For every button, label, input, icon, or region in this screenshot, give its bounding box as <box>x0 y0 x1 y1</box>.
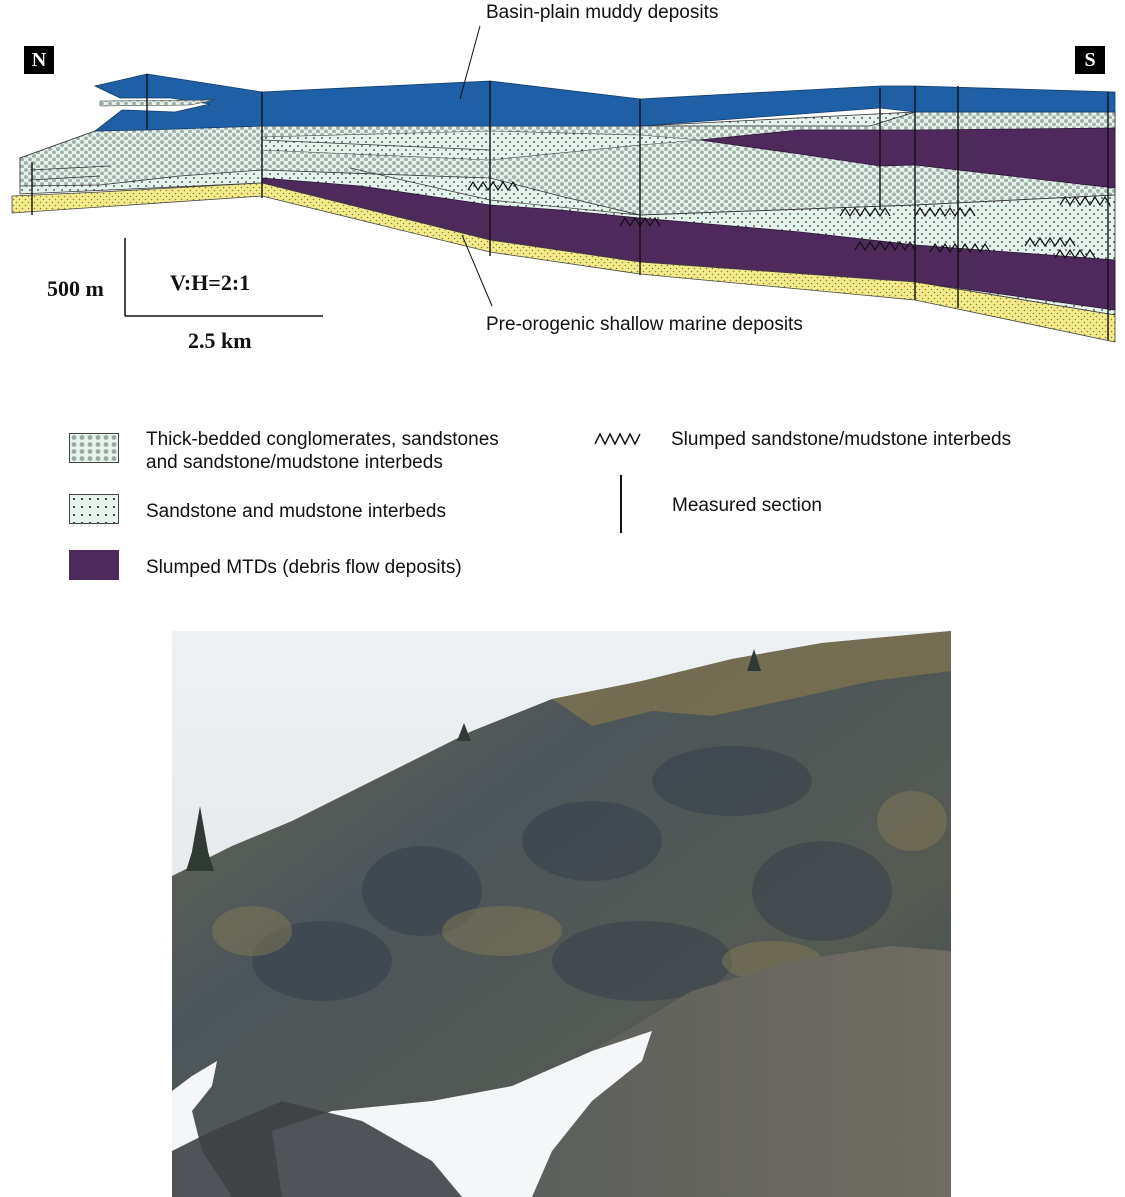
top-leader-line <box>459 25 481 100</box>
legend-label-mtd: Slumped MTDs (debris flow deposits) <box>146 557 462 578</box>
measured-section-lines <box>31 74 1109 340</box>
legend-label-conglomerates: Thick-bedded conglomerates, sandstones a… <box>146 429 499 473</box>
basin-plain-unit <box>93 73 1116 132</box>
outcrop-photo <box>172 631 951 1197</box>
horizontal-scale-label: 2.5 km <box>188 328 252 353</box>
vertical-scale-label: 500 m <box>47 276 104 301</box>
scale-bar <box>124 238 323 317</box>
mtd-upper-lens <box>699 127 1116 189</box>
measured-section-legend-icon <box>620 475 622 533</box>
geologic-cross-section <box>11 25 1116 343</box>
legend-label-measured-section: Measured section <box>672 495 822 516</box>
slump-symbols <box>467 180 1111 260</box>
legend-swatch-sand-mud <box>69 494 119 524</box>
sand-interbeds-wedge <box>261 130 701 161</box>
bottom-leader-line <box>461 234 493 307</box>
basin-plain-callout: Basin-plain muddy deposits <box>486 2 719 23</box>
shallow-marine-unit <box>11 182 1116 343</box>
scale-ratio-label: V:H=2:1 <box>170 270 251 295</box>
legend-label-slumped-interbeds: Slumped sandstone/mudstone interbeds <box>671 429 1012 450</box>
slump-legend-icon <box>594 432 641 446</box>
shallow-marine-callout: Pre-orogenic shallow marine deposits <box>486 314 803 335</box>
legend-label-sand-mud: Sandstone and mudstone interbeds <box>146 501 446 522</box>
south-label: S <box>1075 46 1105 74</box>
north-label: N <box>24 46 54 74</box>
legend-swatch-mtd <box>69 550 119 580</box>
legend-swatch-conglomerates <box>69 433 119 463</box>
